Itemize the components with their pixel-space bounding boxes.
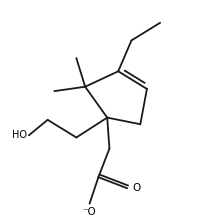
Text: HO: HO [12, 130, 27, 140]
Text: ⁻O: ⁻O [83, 207, 97, 217]
Text: O: O [133, 183, 141, 193]
